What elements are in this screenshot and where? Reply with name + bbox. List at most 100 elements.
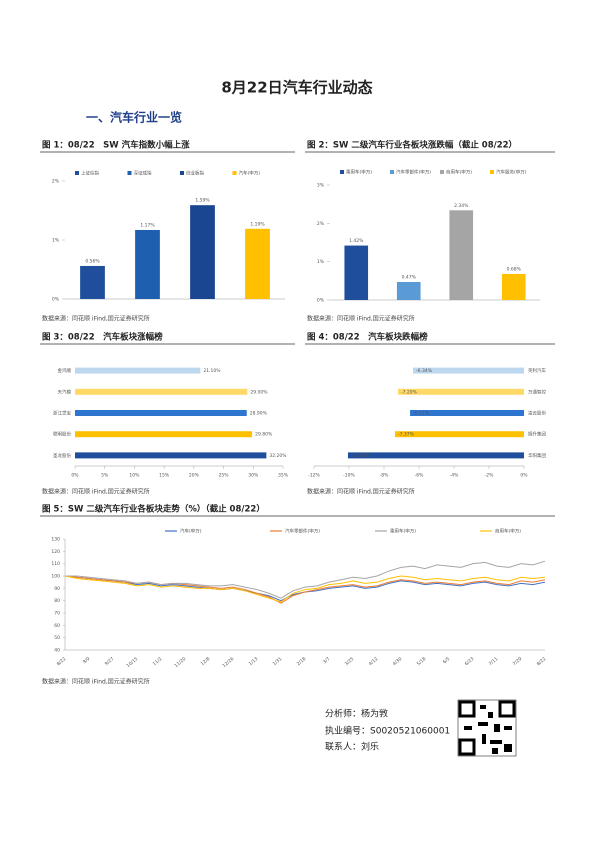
figure-caption: 图 1：08/22 SW 汽车指数小幅上涨 <box>42 140 190 151</box>
x-tick-label: 1/13 <box>248 656 260 667</box>
bar <box>501 273 526 300</box>
bar <box>75 431 253 438</box>
data-label: -6.51% <box>413 411 430 417</box>
bar <box>449 210 474 300</box>
legend-label: 商用车(申万) <box>495 528 521 535</box>
legend-label: 深证成指 <box>134 170 152 177</box>
qr-code <box>457 699 517 757</box>
data-label: 0.56% <box>85 258 100 264</box>
y-tick-label: 70 <box>54 611 60 617</box>
y-tick-label: 1% <box>317 259 325 265</box>
legend-label: 汽车服务(申万) <box>496 169 527 176</box>
data-label: 1.17% <box>140 222 155 228</box>
y-tick-label: 2% <box>317 221 325 227</box>
category-label: 金鸿顺 <box>58 367 72 374</box>
legend-label: 商用车(申万) <box>446 169 472 176</box>
analyst-contact: 联系人：刘乐 <box>325 741 379 753</box>
y-tick-label: 110 <box>51 561 60 567</box>
x-tick-label: 5/18 <box>416 656 428 667</box>
data-label: 29.00% <box>250 389 268 395</box>
bar <box>75 410 247 416</box>
y-tick-label: 0% <box>317 298 325 304</box>
bar <box>75 452 267 459</box>
analyst-license: 执业编号：S0020521060001 <box>325 725 450 737</box>
y-tick-label: 3% <box>317 183 325 189</box>
series-line <box>64 575 546 603</box>
category-label: 天汽模 <box>58 388 72 395</box>
legend-swatch <box>232 171 237 175</box>
x-tick-label: 0% <box>520 473 528 479</box>
legend-label: 乘用车(申万) <box>346 169 372 176</box>
x-tick-label: 9/27 <box>104 656 116 667</box>
legend-swatch <box>340 170 344 174</box>
x-tick-label: 11/20 <box>173 656 187 669</box>
x-tick-label: -2% <box>485 473 494 479</box>
data-label: 21.10% <box>203 368 221 374</box>
legend-swatch <box>127 171 132 175</box>
x-tick-label: 4/30 <box>392 656 404 667</box>
series-line <box>64 575 546 602</box>
x-tick-label: 7/11 <box>488 656 500 667</box>
figure-caption: 图 2：SW 二级汽车行业各板块涨跌幅（截止 08/22） <box>307 140 517 151</box>
x-tick-label: 0% <box>71 473 79 479</box>
figure-caption: 图 5：SW 二级汽车行业各板块走势（%）（截止 08/22） <box>42 504 265 515</box>
data-label: -10.06% <box>351 453 371 459</box>
figure-source: 数据来源：同花顺 iFind,国元证券研究所 <box>307 315 415 323</box>
bar <box>75 388 248 395</box>
x-tick-label: -6% <box>415 473 424 479</box>
y-tick-label: 100 <box>51 574 60 580</box>
legend-label: 汽车(申万) <box>180 528 202 535</box>
y-tick-label: 1% <box>52 238 60 244</box>
x-tick-label: 8/22 <box>536 656 548 667</box>
data-label: 0.47% <box>402 274 417 280</box>
category-label: 圣龙股份 <box>53 452 71 459</box>
x-tick-label: 3/25 <box>344 656 356 667</box>
data-label: 0.68% <box>507 266 522 272</box>
x-tick-label: 35% <box>278 473 289 479</box>
data-label: -6.34% <box>416 368 433 374</box>
series-line <box>65 560 546 599</box>
data-label: -7.20% <box>401 389 418 395</box>
x-tick-label: -12% <box>308 473 320 479</box>
bar <box>398 388 524 395</box>
x-tick-label: 15% <box>159 473 170 479</box>
category-label: 联明股份 <box>53 431 71 438</box>
bar <box>190 205 215 299</box>
legend-label: 创业板指 <box>186 170 204 177</box>
bar <box>75 367 201 374</box>
y-tick-label: 2% <box>52 179 60 185</box>
y-tick-label: 90 <box>54 586 60 592</box>
y-tick-label: 130 <box>51 537 60 543</box>
bar <box>396 281 421 300</box>
data-label: 29.80% <box>255 432 273 438</box>
category-label: 英利汽车 <box>528 367 546 374</box>
category-label: 华阳集团 <box>528 452 546 459</box>
data-label: 1.19% <box>250 221 265 227</box>
figure-source: 数据来源：同花顺 iFind,国元证券研究所 <box>42 315 150 323</box>
category-label: 万通智控 <box>528 388 546 395</box>
figure-source: 数据来源：同花顺 iFind,国元证券研究所 <box>42 488 150 496</box>
bar <box>413 367 524 374</box>
x-tick-label: 3/7 <box>322 656 332 665</box>
y-tick-label: 60 <box>54 623 60 629</box>
legend-label: 汽车零部件(申万) <box>285 528 320 535</box>
legend-swatch <box>440 170 444 174</box>
data-label: -7.37% <box>398 432 415 438</box>
x-tick-label: -8% <box>380 473 389 479</box>
legend-label: 上证综指 <box>81 170 99 177</box>
x-tick-label: 8/22 <box>56 656 68 667</box>
x-tick-label: 4/12 <box>368 656 380 667</box>
x-tick-label: 1/31 <box>272 656 284 667</box>
bar <box>395 431 524 438</box>
bar <box>344 245 369 300</box>
x-tick-label: -10% <box>343 473 355 479</box>
analyst-name: 分析师：杨为敩 <box>325 708 388 720</box>
x-tick-label: 5% <box>101 473 109 479</box>
x-tick-label: 11/2 <box>152 656 164 667</box>
x-tick-label: 6/23 <box>464 656 476 667</box>
category-label: 凌云股份 <box>528 410 546 417</box>
y-tick-label: 120 <box>51 549 60 555</box>
figure-caption: 图 4：08/22 汽车板块跌幅榜 <box>307 332 428 343</box>
figure-caption: 图 3：08/22 汽车板块涨幅榜 <box>42 332 163 343</box>
